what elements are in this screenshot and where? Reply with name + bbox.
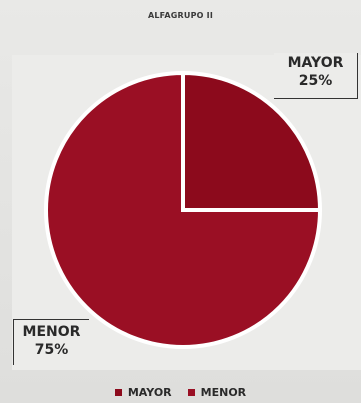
data-label-menor-value: 75% <box>34 342 69 358</box>
data-label-menor-name: MENOR <box>22 324 81 340</box>
pie-slice-menor <box>44 70 323 349</box>
chart-title: ALFAGRUPO II <box>147 11 214 20</box>
data-label-mayor-name: MAYOR <box>287 55 344 71</box>
pie-slice-mayor <box>181 70 323 212</box>
data-label-mayor-value: 25% <box>298 73 333 89</box>
legend-item-menor: MENOR <box>187 386 247 399</box>
legend-swatch-menor <box>187 389 195 396</box>
legend-swatch-mayor <box>114 389 122 396</box>
data-label-menor: MENOR 75% <box>13 319 89 365</box>
legend-label-menor: MENOR <box>200 386 247 399</box>
data-label-mayor: MAYOR 25% <box>274 53 358 99</box>
legend: MAYOR MENOR <box>0 386 361 399</box>
legend-label-mayor: MAYOR <box>127 386 172 399</box>
legend-item-mayor: MAYOR <box>114 386 172 399</box>
